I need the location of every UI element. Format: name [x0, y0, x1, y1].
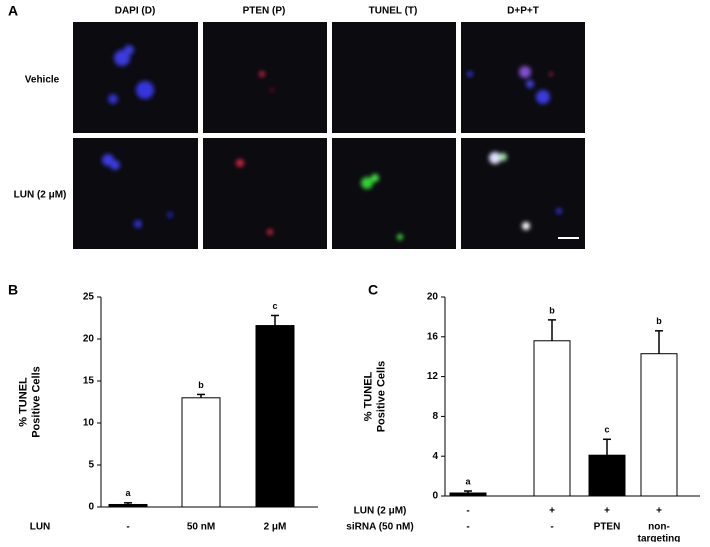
significance-letter: a — [465, 476, 471, 486]
x-tick-label: - — [550, 522, 553, 533]
x-tick-label: PTEN — [594, 522, 621, 533]
y-tick-label: 5 — [88, 460, 94, 471]
panel-letter: A — [8, 3, 18, 19]
x-tick-label: 50 nM — [187, 522, 215, 533]
significance-letter: b — [549, 305, 555, 315]
x-tick-label: - — [466, 506, 469, 517]
panel-letter: B — [8, 282, 18, 298]
bar — [588, 454, 626, 497]
y-axis-label: % TUNEL — [362, 371, 374, 421]
y-tick-label: 0 — [432, 491, 438, 502]
x-row-label: siRNA (50 nM) — [346, 522, 413, 533]
bar — [181, 397, 221, 508]
y-tick-label: 8 — [432, 411, 438, 422]
y-tick-label: 0 — [88, 502, 94, 513]
bar — [255, 325, 295, 508]
micrographs — [73, 22, 585, 249]
significance-letter: b — [198, 380, 204, 390]
y-tick-label: 25 — [83, 292, 95, 303]
column-header: TUNEL (T) — [369, 6, 418, 17]
x-tick-label: targeting — [638, 534, 681, 542]
y-tick-label: 15 — [83, 376, 95, 387]
significance-letter: a — [125, 488, 131, 498]
significance-letter: b — [656, 316, 662, 326]
y-tick-label: 4 — [432, 451, 438, 462]
column-header: D+P+T — [507, 6, 539, 17]
significance-letter: c — [272, 301, 277, 311]
x-tick-label: - — [466, 522, 469, 533]
y-tick-label: 20 — [427, 292, 439, 303]
bar — [449, 492, 487, 497]
y-tick-label: 20 — [83, 334, 95, 345]
x-tick-label: + — [656, 506, 662, 517]
x-tick-label: + — [604, 506, 610, 517]
bar — [108, 503, 148, 508]
x-row-label: LUN — [30, 522, 51, 533]
y-tick-label: 12 — [427, 371, 439, 382]
x-tick-label: + — [549, 506, 555, 517]
y-axis-label: Positive Cells — [30, 366, 42, 438]
y-tick-label: 10 — [83, 418, 95, 429]
x-row-label: LUN (2 μM) — [354, 506, 407, 517]
x-tick-label: non- — [648, 522, 670, 533]
y-tick-label: 16 — [427, 331, 439, 342]
row-label: Vehicle — [25, 75, 60, 86]
x-tick-label: 2 μM — [264, 522, 287, 533]
panel-letter: C — [368, 282, 378, 298]
bar — [533, 340, 571, 497]
bar — [640, 353, 678, 497]
column-header: PTEN (P) — [243, 6, 286, 17]
row-label: LUN (2 μM) — [14, 190, 67, 201]
column-header: DAPI (D) — [115, 6, 156, 17]
x-tick-label: - — [126, 522, 129, 533]
y-axis-label: Positive Cells — [375, 361, 387, 433]
y-axis-label: % TUNEL — [17, 377, 29, 427]
significance-letter: c — [604, 425, 609, 435]
